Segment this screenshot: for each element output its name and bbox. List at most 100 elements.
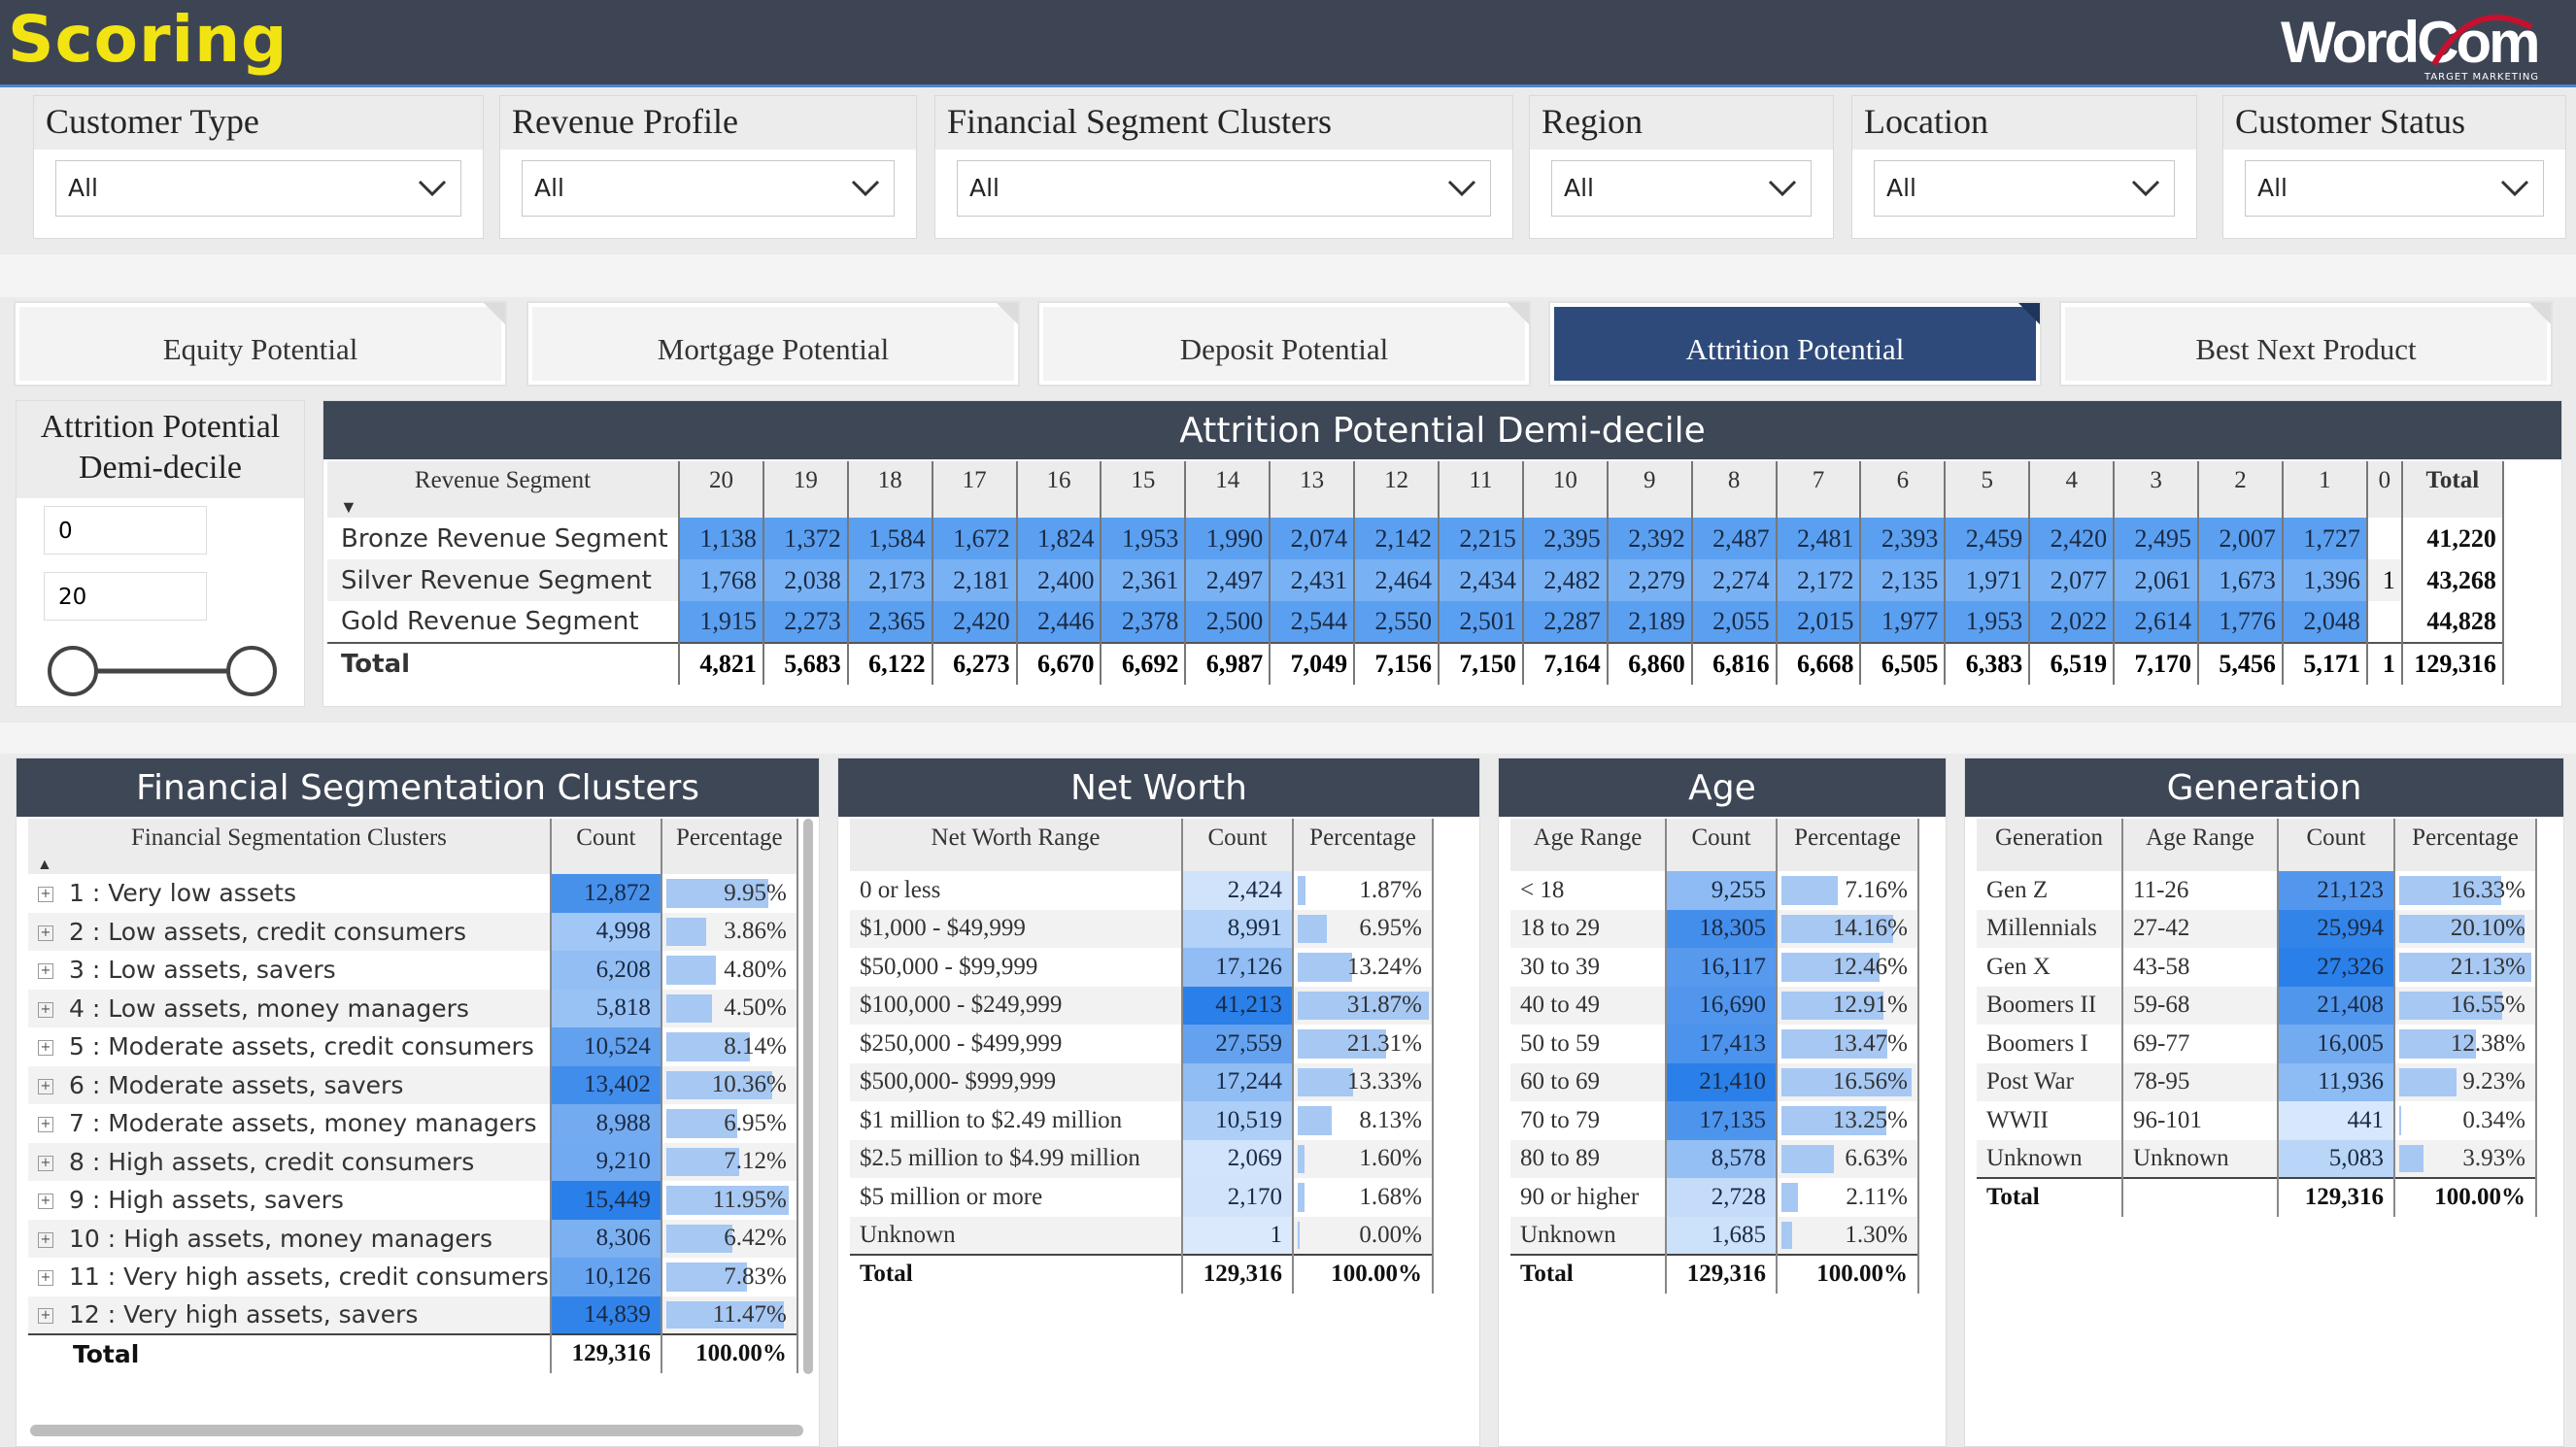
generation-row[interactable]: Post War 78-95 11,936 9.23%	[1977, 1062, 2537, 1101]
age-row[interactable]: 60 to 69 21,410 16.56%	[1510, 1062, 1919, 1101]
slicer-dropdown[interactable]: All	[55, 160, 461, 217]
fsc-row[interactable]: +11 : Very high assets, credit consumers…	[28, 1258, 798, 1296]
fsc-column-header[interactable]: Count	[550, 819, 662, 874]
matrix-column-header[interactable]: 19	[763, 461, 849, 518]
sort-asc-icon[interactable]: ▲	[37, 857, 52, 873]
generation-column-header[interactable]: Count	[2278, 819, 2395, 871]
expand-plus-icon[interactable]: +	[38, 1270, 53, 1287]
networth-column-header[interactable]: Net Worth Range	[850, 819, 1183, 871]
matrix-column-header[interactable]: Total	[2401, 461, 2504, 518]
networth-row[interactable]: Unknown 1 0.00%	[850, 1216, 1434, 1255]
age-row[interactable]: 80 to 89 8,578 6.63%	[1510, 1139, 1919, 1178]
fsc-column-header[interactable]: Percentage	[661, 819, 798, 874]
fsc-row[interactable]: +12 : Very high assets, savers 14,839 11.4…	[28, 1296, 798, 1334]
expand-plus-icon[interactable]: +	[38, 925, 53, 941]
networth-row[interactable]: $2.5 million to $4.99 million 2,069 1.60%	[850, 1139, 1434, 1178]
matrix-row-label[interactable]: Silver Revenue Segment	[327, 559, 680, 601]
matrix-column-header[interactable]: 4	[2029, 461, 2116, 518]
expand-plus-icon[interactable]: +	[38, 1231, 53, 1248]
networth-column-header[interactable]: Percentage	[1293, 819, 1434, 871]
fsc-vertical-scrollbar[interactable]	[803, 819, 813, 1374]
expand-plus-icon[interactable]: +	[38, 1308, 53, 1325]
generation-row[interactable]: Boomers II 59-68 21,408 16.55%	[1977, 986, 2537, 1025]
age-row[interactable]: 40 to 49 16,690 12.91%	[1510, 986, 1919, 1025]
expand-plus-icon[interactable]: +	[38, 1117, 53, 1133]
slicer-dropdown[interactable]: All	[957, 160, 1491, 217]
matrix-column-header[interactable]: 10	[1522, 461, 1609, 518]
age-row[interactable]: 50 to 59 17,413 13.47%	[1510, 1025, 1919, 1063]
matrix-column-header[interactable]: 17	[932, 461, 1018, 518]
expand-plus-icon[interactable]: +	[38, 1040, 53, 1057]
generation-row[interactable]: WWII 96-101 441 0.34%	[1977, 1101, 2537, 1140]
matrix-column-header[interactable]: 7	[1776, 461, 1862, 518]
age-row[interactable]: 30 to 39 16,117 12.46%	[1510, 948, 1919, 987]
fsc-row[interactable]: +6 : Moderate assets, savers 13,402 10.36%	[28, 1065, 798, 1104]
expand-plus-icon[interactable]: +	[38, 963, 53, 980]
matrix-row-header[interactable]: Revenue Segment ▼	[327, 461, 680, 518]
matrix-column-header[interactable]: 9	[1607, 461, 1693, 518]
matrix-column-header[interactable]: 14	[1185, 461, 1271, 518]
matrix-column-header[interactable]: 0	[2366, 461, 2403, 518]
expand-plus-icon[interactable]: +	[38, 887, 53, 903]
tab-2[interactable]: Deposit Potential	[1039, 303, 1529, 385]
networth-row[interactable]: $5 million or more 2,170 1.68%	[850, 1178, 1434, 1217]
matrix-column-header[interactable]: 13	[1270, 461, 1356, 518]
fsc-row[interactable]: +7 : Moderate assets, money managers 8,98…	[28, 1104, 798, 1143]
networth-row[interactable]: $50,000 - $99,999 17,126 13.24%	[850, 948, 1434, 987]
matrix-column-header[interactable]: 16	[1016, 461, 1102, 518]
networth-row[interactable]: 0 or less 2,424 1.87%	[850, 871, 1434, 910]
tab-3[interactable]: Attrition Potential	[1550, 303, 2040, 385]
range-slider-max-handle[interactable]	[226, 646, 277, 696]
age-row[interactable]: Unknown 1,685 1.30%	[1510, 1216, 1919, 1255]
tab-1[interactable]: Mortgage Potential	[528, 303, 1018, 385]
generation-row[interactable]: Boomers I 69-77 16,005 12.38%	[1977, 1025, 2537, 1063]
fsc-row[interactable]: +4 : Low assets, money managers 5,818 4.50…	[28, 989, 798, 1027]
matrix-row-label[interactable]: Bronze Revenue Segment	[327, 518, 680, 559]
matrix-column-header[interactable]: 15	[1101, 461, 1187, 518]
matrix-column-header[interactable]: 18	[847, 461, 933, 518]
generation-row[interactable]: Gen X 43-58 27,326 21.13%	[1977, 948, 2537, 987]
age-row[interactable]: < 18 9,255 7.16%	[1510, 871, 1919, 910]
age-row[interactable]: 18 to 29 18,305 14.16%	[1510, 909, 1919, 948]
expand-plus-icon[interactable]: +	[38, 1001, 53, 1018]
matrix-column-header[interactable]: 5	[1945, 461, 2031, 518]
networth-row[interactable]: $1 million to $2.49 million 10,519 8.13%	[850, 1101, 1434, 1140]
matrix-column-header[interactable]: 20	[679, 461, 764, 518]
expand-plus-icon[interactable]: +	[38, 1155, 53, 1171]
matrix-column-header[interactable]: 2	[2198, 461, 2284, 518]
fsc-horizontal-scrollbar[interactable]	[30, 1425, 803, 1436]
networth-row[interactable]: $500,000- $999,999 17,244 13.33%	[850, 1062, 1434, 1101]
generation-row[interactable]: Gen Z 11-26 21,123 16.33%	[1977, 871, 2537, 910]
matrix-column-header[interactable]: 6	[1860, 461, 1947, 518]
tab-4[interactable]: Best Next Product	[2061, 303, 2551, 385]
fsc-row[interactable]: +10 : High assets, money managers 8,306 6.…	[28, 1219, 798, 1258]
fsc-row[interactable]: +3 : Low assets, savers 6,208 4.80%	[28, 951, 798, 990]
fsc-row[interactable]: +8 : High assets, credit consumers 9,210 7…	[28, 1142, 798, 1181]
age-column-header[interactable]: Count	[1666, 819, 1778, 871]
matrix-column-header[interactable]: 12	[1354, 461, 1441, 518]
matrix-column-header[interactable]: 1	[2282, 461, 2368, 518]
fsc-row[interactable]: +2 : Low assets, credit consumers 4,998 3.…	[28, 912, 798, 951]
generation-row[interactable]: Unknown Unknown 5,083 3.93%	[1977, 1139, 2537, 1178]
fsc-row[interactable]: +9 : High assets, savers 15,449 11.95%	[28, 1181, 798, 1220]
matrix-column-header[interactable]: 11	[1439, 461, 1524, 518]
age-column-header[interactable]: Age Range	[1510, 819, 1667, 871]
expand-plus-icon[interactable]: +	[38, 1078, 53, 1094]
matrix-column-header[interactable]: 8	[1691, 461, 1778, 518]
slicer-dropdown[interactable]: All	[1551, 160, 1812, 217]
age-row[interactable]: 70 to 79 17,135 13.25%	[1510, 1101, 1919, 1140]
expand-plus-icon[interactable]: +	[38, 1194, 53, 1210]
matrix-row-label[interactable]: Gold Revenue Segment	[327, 601, 680, 643]
slicer-dropdown[interactable]: All	[1874, 160, 2175, 217]
fsc-row[interactable]: +1 : Very low assets 12,872 9.95%	[28, 874, 798, 913]
range-max-input[interactable]: 20	[44, 572, 207, 621]
fsc-row[interactable]: +5 : Moderate assets, credit consumers 10…	[28, 1027, 798, 1066]
sort-desc-icon[interactable]: ▼	[340, 497, 357, 517]
networth-row[interactable]: $100,000 - $249,999 41,213 31.87%	[850, 986, 1434, 1025]
fsc-column-header[interactable]: Financial Segmentation Clusters ▲	[28, 819, 552, 874]
range-slider[interactable]	[46, 644, 279, 698]
networth-row[interactable]: $250,000 - $499,999 27,559 21.31%	[850, 1025, 1434, 1063]
age-column-header[interactable]: Percentage	[1777, 819, 1919, 871]
slicer-dropdown[interactable]: All	[2245, 160, 2544, 217]
generation-column-header[interactable]: Age Range	[2122, 819, 2279, 871]
